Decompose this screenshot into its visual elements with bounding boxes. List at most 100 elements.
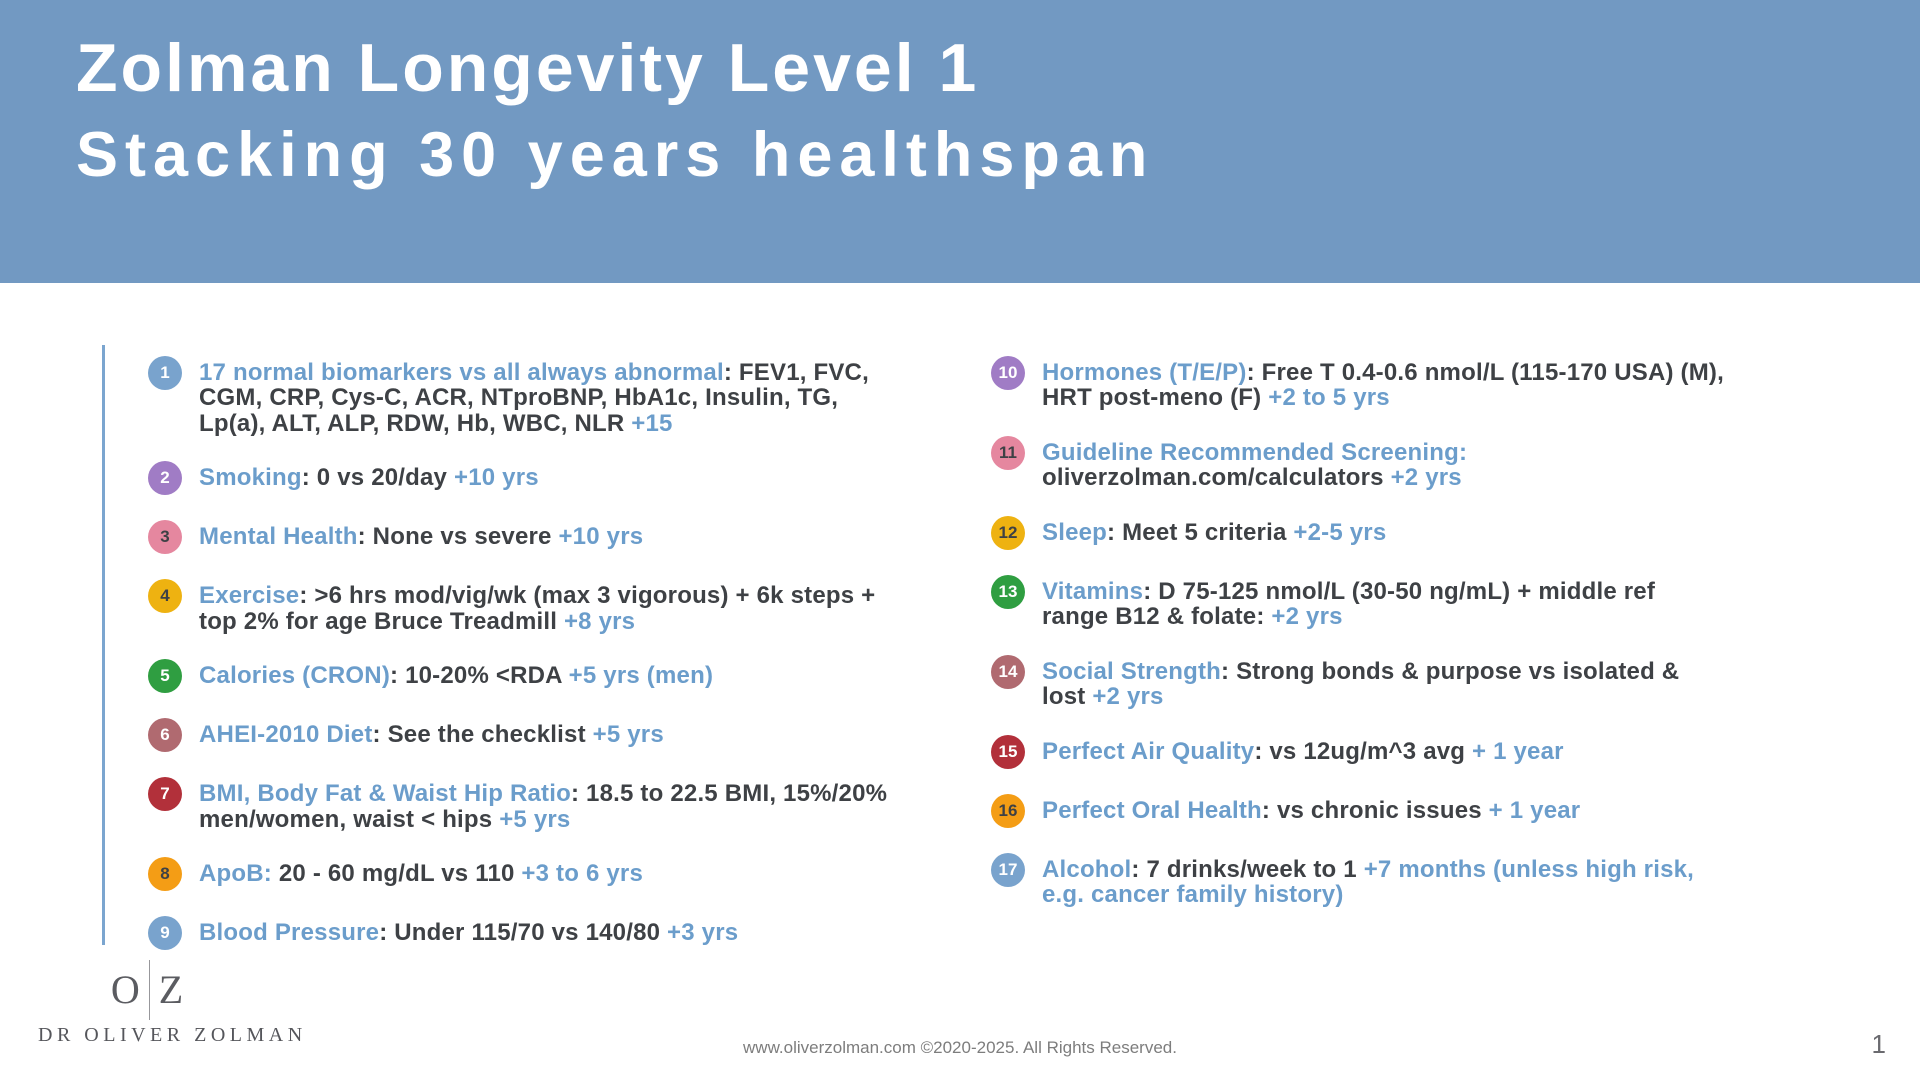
item-segment-title: Perfect Oral Health — [1042, 796, 1262, 824]
item-text: Hormones (T/E/P): Free T 0.4-0.6 nmol/L … — [1042, 360, 1728, 411]
item-text: Exercise: >6 hrs mod/vig/wk (max 3 vigor… — [199, 583, 899, 634]
item-segment-title: BMI, Body Fat & Waist Hip Ratio — [199, 780, 571, 808]
list-item-2: 2 Smoking: 0 vs 20/day +10 yrs — [148, 461, 908, 496]
item-segment-plain: : Free T 0.4-0.6 nmol/L (115-170 USA) (M… — [1042, 359, 1724, 412]
item-segment-title: Blood Pressure — [199, 919, 380, 947]
item-segment-plain: : vs 12ug/m^3 avg — [1254, 737, 1473, 765]
item-segment-title: Guideline Recommended Screening: — [1042, 438, 1468, 466]
item-text: Perfect Air Quality: vs 12ug/m^3 avg + 1… — [1042, 737, 1564, 765]
accent-line — [102, 345, 105, 945]
logo-name: DR OLIVER ZOLMAN — [38, 1024, 307, 1046]
list-item-12: 12 Sleep: Meet 5 criteria +2-5 yrs — [991, 515, 1736, 550]
item-number-badge: 5 — [148, 659, 182, 694]
item-segment-plain: : >6 hrs mod/vig/wk (max 3 vigorous) + 6… — [199, 582, 876, 635]
item-number-badge: 13 — [991, 574, 1025, 609]
item-segment-plain: : See the checklist — [372, 721, 593, 749]
item-segment-bonus: +2 to 5 yrs — [1268, 384, 1390, 412]
list-item-14: 14 Social Strength: Strong bonds & purpos… — [991, 654, 1736, 711]
list-item-1: 1 17 normal biomarkers vs all always abno… — [148, 356, 908, 436]
item-text: Perfect Oral Health: vs chronic issues +… — [1042, 796, 1581, 824]
item-segment-plain: : None vs severe — [357, 523, 559, 551]
slide-title: Zolman Longevity Level 1 — [76, 30, 980, 106]
item-text: ApoB: 20 - 60 mg/dL vs 110 +3 to 6 yrs — [199, 861, 643, 886]
item-number-badge: 2 — [148, 461, 182, 496]
list-item-6: 6 AHEI-2010 Diet: See the checklist +5 yr… — [148, 718, 908, 753]
item-segment-plain: : Strong bonds & purpose vs isolated & l… — [1042, 657, 1680, 711]
list-item-17: 17 Alcohol: 7 drinks/week to 1 +7 months … — [991, 852, 1736, 908]
brand-logo: O Z DR OLIVER ZOLMAN — [38, 960, 307, 1047]
item-text: Vitamins: D 75-125 nmol/L (30-50 ng/mL) … — [1042, 577, 1728, 631]
item-segment-bonus: +2-5 yrs — [1293, 518, 1387, 546]
item-segment-title: Mental Health — [199, 523, 358, 551]
item-segment-plain: : 10-20% <RDA — [390, 662, 569, 690]
item-number-badge: 1 — [148, 356, 182, 390]
list-item-11: 11 Guideline Recommended Screening: olive… — [991, 435, 1736, 491]
logo-letter-z: Z — [158, 967, 184, 1012]
item-segment-bonus: +3 yrs — [667, 919, 739, 947]
logo-divider-bar — [148, 960, 150, 1020]
item-segment-title: AHEI-2010 Diet — [199, 721, 373, 749]
item-text: Smoking: 0 vs 20/day +10 yrs — [199, 465, 539, 490]
list-item-8: 8 ApoB: 20 - 60 mg/dL vs 110 +3 to 6 yrs — [148, 857, 908, 892]
item-segment-plain: 20 - 60 mg/dL vs 110 — [271, 860, 522, 888]
item-number-badge: 3 — [148, 520, 182, 555]
item-segment-title: Perfect Air Quality — [1042, 737, 1255, 765]
item-number-badge: 11 — [991, 435, 1025, 470]
item-number-badge: 10 — [991, 356, 1025, 390]
item-segment-title: Calories (CRON) — [199, 662, 391, 690]
item-segment-bonus: +3 to 6 yrs — [521, 860, 644, 888]
item-segment-bonus: +10 yrs — [558, 523, 644, 551]
item-segment-bonus: + 1 year — [1472, 737, 1564, 765]
item-segment-plain: : 0 vs 20/day — [301, 464, 454, 492]
item-segment-plain: : 7 drinks/week to 1 — [1131, 855, 1364, 883]
logo-letter-o: O — [110, 967, 140, 1012]
item-number-badge: 6 — [148, 718, 182, 753]
list-column-left: 1 17 normal biomarkers vs all always abno… — [148, 356, 908, 979]
list-item-13: 13 Vitamins: D 75-125 nmol/L (30-50 ng/mL… — [991, 574, 1736, 631]
item-segment-title: 17 normal biomarkers vs all always abnor… — [199, 359, 724, 386]
item-segment-title: ApoB: — [199, 860, 272, 888]
item-segment-plain: : FEV1, FVC, CGM, CRP, Cys-C, ACR, NTpro… — [199, 359, 869, 437]
item-number-badge: 15 — [991, 734, 1025, 769]
item-segment-bonus: +15 — [631, 409, 673, 437]
item-segment-bonus: +2 yrs — [1390, 464, 1462, 492]
item-text: 17 normal biomarkers vs all always abnor… — [199, 360, 899, 436]
item-segment-bonus: +10 yrs — [453, 464, 539, 492]
page-number: 1 — [1871, 1029, 1886, 1059]
item-text: Blood Pressure: Under 115/70 vs 140/80 +… — [199, 920, 738, 945]
item-number-badge: 17 — [991, 852, 1025, 887]
list-item-4: 4 Exercise: >6 hrs mod/vig/wk (max 3 vigo… — [148, 579, 908, 634]
item-segment-bonus: + 1 year — [1488, 796, 1581, 824]
item-segment-bonus: +2 yrs — [1092, 683, 1164, 711]
item-segment-bonus: +8 yrs — [563, 607, 636, 635]
item-segment-bonus: +5 yrs — [592, 721, 664, 749]
item-text: Guideline Recommended Screening: oliverz… — [1042, 440, 1728, 491]
item-segment-bonus: +2 yrs — [1271, 603, 1343, 631]
item-segment-title: Alcohol — [1042, 855, 1132, 883]
item-number-badge: 8 — [148, 857, 182, 892]
copyright-text: www.oliverzolman.com ©2020-2025. All Rig… — [743, 1038, 1177, 1057]
item-segment-bonus: +7 months (unless high risk, e.g. cancer… — [1042, 855, 1695, 908]
list-item-7: 7 BMI, Body Fat & Waist Hip Ratio: 18.5 t… — [148, 777, 908, 833]
item-number-badge: 12 — [991, 515, 1025, 550]
item-segment-plain: : 18.5 to 22.5 BMI, 15%/20% men/women, w… — [199, 780, 888, 833]
list-item-5: 5 Calories (CRON): 10-20% <RDA +5 yrs (me… — [148, 659, 908, 694]
item-number-badge: 9 — [148, 916, 182, 951]
item-segment-title: Exercise — [199, 582, 300, 610]
item-number-badge: 14 — [991, 654, 1025, 689]
item-segment-title: Vitamins — [1042, 577, 1144, 605]
item-text: AHEI-2010 Diet: See the checklist +5 yrs — [199, 722, 664, 747]
item-segment-plain: : D 75-125 nmol/L (30-50 ng/mL) + middle… — [1042, 577, 1656, 631]
logo-monogram: O Z — [38, 960, 256, 1020]
header-banner: Zolman Longevity Level 1 Stacking 30 yea… — [0, 0, 1920, 283]
item-number-badge: 7 — [148, 777, 182, 812]
item-text: Sleep: Meet 5 criteria +2-5 yrs — [1042, 520, 1386, 545]
item-text: Mental Health: None vs severe +10 yrs — [199, 524, 643, 549]
item-text: Calories (CRON): 10-20% <RDA +5 yrs (men… — [199, 663, 713, 688]
item-segment-bonus: +5 yrs — [499, 805, 571, 833]
item-segment-plain: : Meet 5 criteria — [1107, 518, 1294, 546]
item-segment-title: Social Strength — [1042, 657, 1222, 685]
item-segment-title: Smoking — [199, 464, 302, 492]
list-column-right: 10 Hormones (T/E/P): Free T 0.4-0.6 nmol/… — [991, 356, 1736, 936]
